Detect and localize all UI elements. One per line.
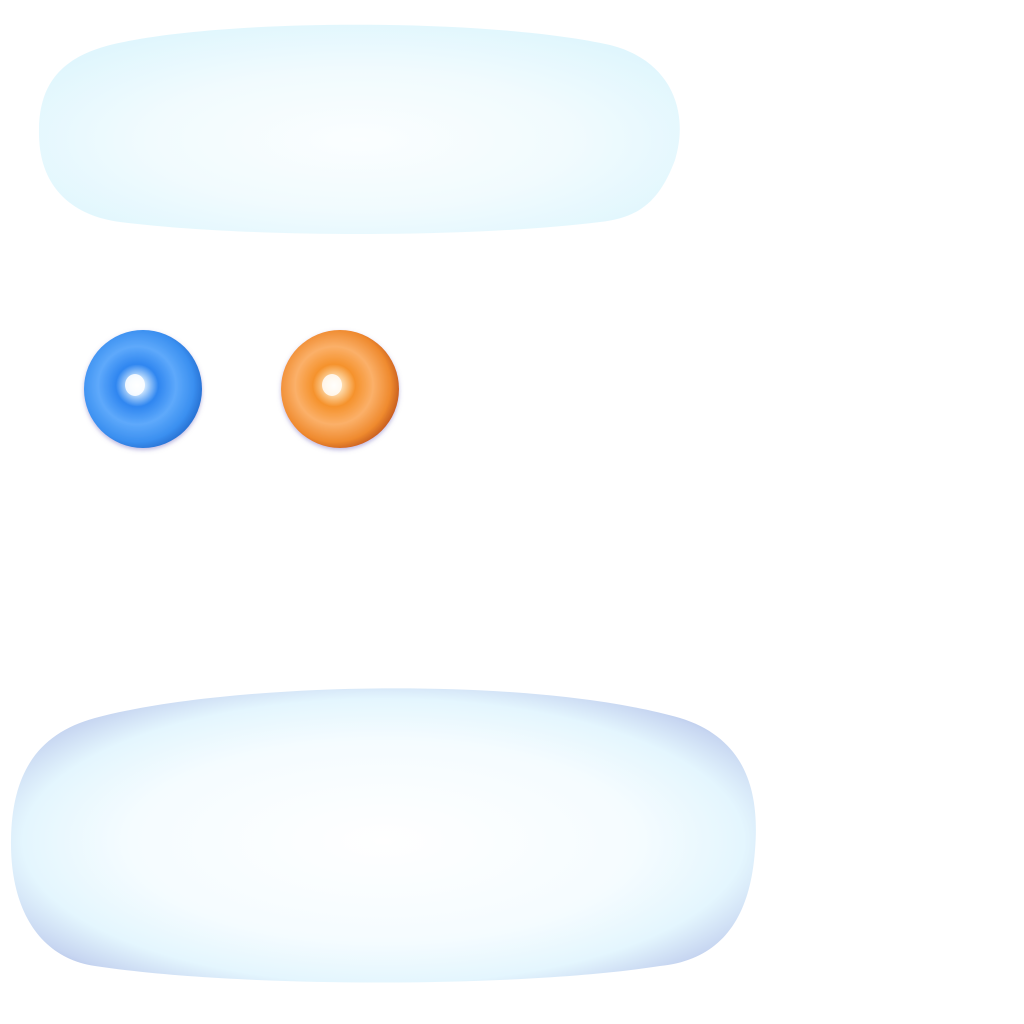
blue-orb-icon xyxy=(84,330,202,448)
orange-orb-icon xyxy=(281,330,399,448)
